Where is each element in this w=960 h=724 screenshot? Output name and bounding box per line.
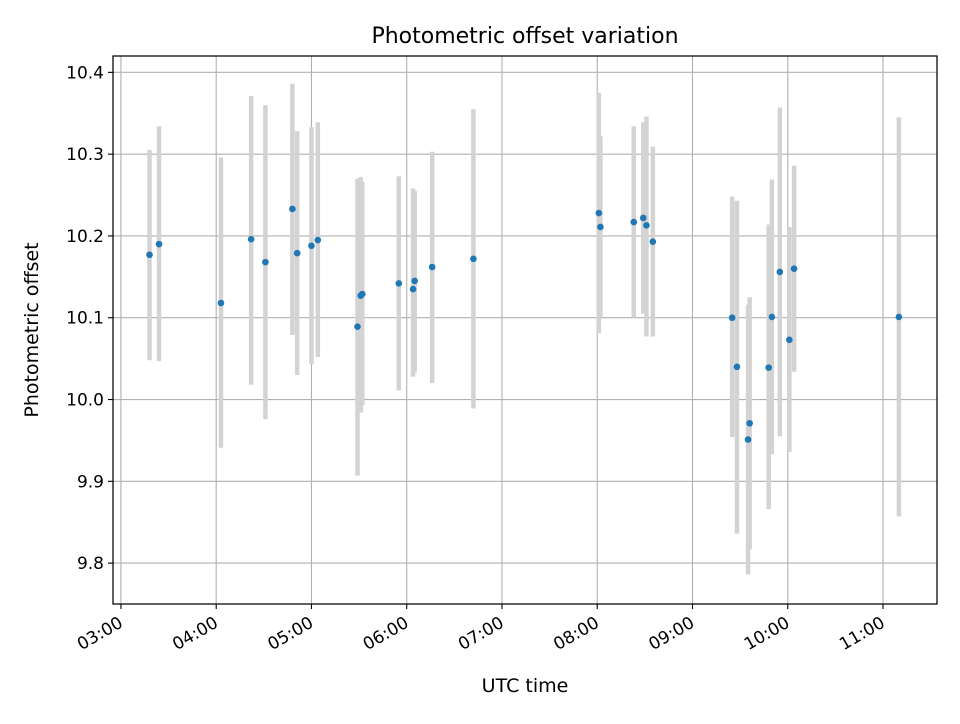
data-point — [395, 280, 403, 287]
data-point — [597, 223, 604, 231]
data-point — [409, 285, 417, 293]
data-point — [354, 323, 361, 331]
y-tick-label: 10.4 — [66, 63, 104, 83]
x-tick-label: 06:00 — [360, 613, 412, 655]
x-tick-label: 11:00 — [836, 613, 888, 655]
data-point — [776, 268, 784, 276]
data-point — [765, 364, 773, 371]
x-tick-label: 09:00 — [646, 613, 698, 655]
x-tick-label: 04:00 — [169, 613, 221, 655]
data-point — [428, 263, 436, 271]
x-tick-label: 08:00 — [550, 613, 602, 655]
data-point — [733, 363, 741, 371]
point-layer — [146, 205, 903, 443]
data-point — [630, 218, 638, 226]
y-tick-label: 10.2 — [66, 227, 104, 247]
data-point — [314, 236, 322, 244]
x-tick-label: 07:00 — [455, 613, 507, 655]
chart-title: Photometric offset variation — [371, 24, 678, 49]
grid-layer — [113, 56, 937, 604]
data-point — [786, 336, 793, 344]
data-point — [470, 255, 477, 263]
data-point — [768, 313, 776, 321]
y-tick-label: 9.8 — [77, 554, 104, 574]
data-point — [643, 222, 650, 229]
data-point — [293, 249, 301, 257]
y-tick-label: 10.3 — [66, 145, 104, 165]
data-point — [649, 238, 657, 245]
data-point — [728, 314, 736, 322]
x-tick-label: 05:00 — [265, 613, 317, 655]
data-point — [155, 240, 163, 248]
data-point — [639, 214, 647, 222]
data-point — [308, 242, 315, 250]
x-axis-label: UTC time — [482, 675, 569, 697]
data-point — [411, 277, 418, 285]
y-tick-label: 10.0 — [66, 391, 104, 411]
y-tick-label: 10.1 — [66, 309, 104, 329]
x-tick-label: 03:00 — [74, 613, 126, 655]
data-point — [247, 235, 255, 243]
data-point — [746, 419, 753, 427]
data-point — [790, 265, 798, 272]
data-point — [146, 251, 153, 259]
data-point — [262, 258, 269, 266]
y-tick-label: 9.9 — [77, 472, 104, 492]
data-point — [895, 313, 903, 321]
data-point — [289, 205, 296, 213]
data-point — [358, 290, 366, 298]
x-tick-label: 10:00 — [741, 613, 793, 655]
tick-layer: 03:00 04:00 05:00 06:00 07:00 08:00 09:00 10:00… — [66, 63, 888, 654]
data-point — [595, 209, 603, 217]
data-point — [744, 436, 752, 443]
errorbar-layer — [147, 83, 902, 575]
y-axis-label: Photometric offset — [21, 242, 43, 417]
data-point — [217, 299, 225, 307]
plot-frame — [112, 55, 938, 605]
